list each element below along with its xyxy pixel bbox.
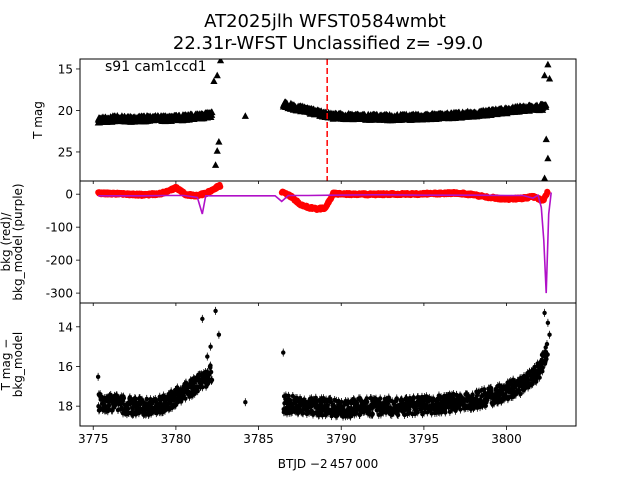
data-point [542,101,550,108]
data-point [394,396,399,401]
chart-title-line2: 22.31r-WFST Unclassified z= -99.0 [173,33,483,54]
data-point [208,108,216,116]
data-point [458,407,463,412]
data-point [326,407,331,412]
data-point [518,391,523,397]
data-point [208,363,213,368]
data-point [544,60,552,68]
data-point [320,413,325,418]
data-point [121,395,127,401]
data-point [470,392,475,397]
plot-area [95,306,552,421]
data-point [192,391,197,396]
data-point [431,396,436,401]
y-axis-label: bkg_model (purple) [11,183,25,300]
data-point [209,377,215,383]
y-tick-label: -300 [46,287,73,301]
chart-title-line1: AT2025jlh WFST0584wmbt [204,11,446,32]
data-point [210,77,218,85]
data-point [395,412,401,418]
panel-annotation: s91 cam1ccd1 [105,59,207,75]
plot-area [95,181,552,294]
panel-middle: 0 -100 -200 -300 bkg (red)/bkg_model (purple… [0,180,577,306]
data-point [545,74,554,82]
data-point [488,385,494,391]
data-point [183,396,188,401]
y-tick-label: 15 [58,62,73,76]
data-point [537,375,542,380]
data-point [378,396,383,401]
data-point [383,406,388,411]
bkg-point [544,189,551,196]
data-point [429,411,434,416]
data-point [541,174,549,181]
bkg-point [217,183,224,190]
data-point [370,411,375,417]
data-point [542,135,550,143]
data-point [364,396,370,401]
data-point [213,71,221,79]
data-point [215,137,223,145]
data-point [540,71,549,79]
data-point [415,410,420,415]
data-point [339,399,344,405]
data-point [95,374,101,380]
data-point [443,410,448,415]
data-point [211,161,220,168]
data-point [213,147,221,154]
data-point [179,397,185,402]
data-point [365,399,370,405]
data-point [208,369,214,375]
data-point [281,350,286,355]
y-tick-label: 0 [65,188,73,202]
y-tick-label: -100 [46,221,73,235]
data-point [162,408,168,413]
y-tick-label: 25 [58,145,73,159]
data-point [200,384,205,390]
bkg-model-line [98,192,552,294]
y-tick-label: 20 [58,104,73,118]
data-point [544,154,552,162]
panel-top: 15 20 25 T mag s91 cam1ccd1 [31,58,577,184]
data-point [216,59,225,64]
data-point [483,403,488,409]
data-point [125,406,131,411]
data-point [411,396,416,401]
data-point [241,112,249,119]
data-point [106,403,112,408]
y-axis-label: T mag [31,101,45,140]
y-axis-label: bkg (red)/ [0,212,13,272]
data-point [530,381,535,387]
plot-area [94,59,554,181]
data-point [130,406,135,412]
y-tick-label: -200 [46,254,73,268]
